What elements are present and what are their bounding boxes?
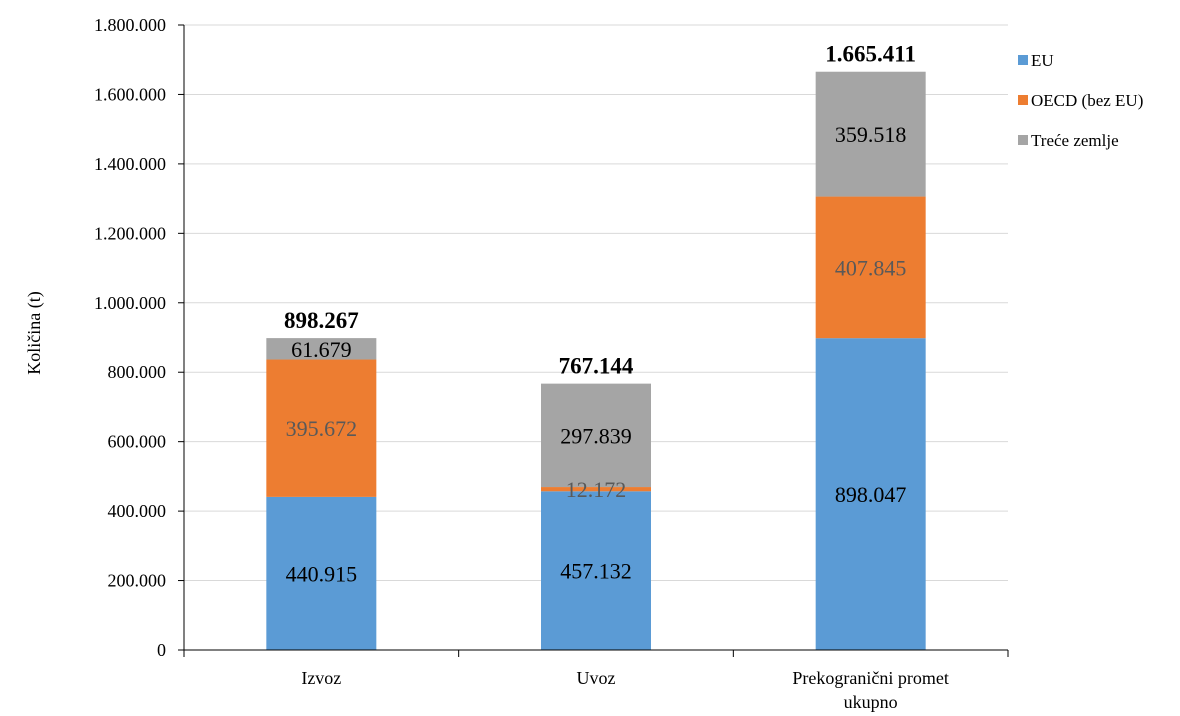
- x-tick-label: Uvoz: [577, 668, 616, 688]
- data-label: 440.915: [286, 561, 358, 586]
- legend-label: OECD (bez EU): [1031, 91, 1143, 110]
- x-tick-label: Prekogranični promet: [792, 668, 948, 688]
- legend-label: Treće zemlje: [1031, 131, 1119, 150]
- bar-segment: [541, 491, 651, 650]
- y-tick-label: 1.200.000: [94, 223, 166, 243]
- y-tick-label: 1.400.000: [94, 154, 166, 174]
- bar-segment: [266, 496, 377, 650]
- total-label: 1.665.411: [825, 42, 916, 67]
- data-label: 407.845: [835, 255, 907, 280]
- x-tick-label: Izvoz: [301, 668, 341, 688]
- x-tick-label: ukupno: [844, 692, 898, 712]
- total-label: 767.144: [559, 354, 634, 379]
- legend-swatch: [1018, 95, 1028, 105]
- total-label: 898.267: [284, 308, 359, 333]
- data-label: 898.047: [835, 482, 907, 507]
- data-label: 457.132: [560, 559, 632, 584]
- data-label: 61.679: [291, 337, 352, 362]
- y-tick-label: 1.800.000: [94, 15, 166, 35]
- data-label: 359.518: [835, 122, 907, 147]
- y-axis-title: Količina (t): [24, 291, 45, 374]
- bar-segment: [541, 487, 651, 492]
- y-tick-label: 0: [157, 640, 166, 660]
- legend-swatch: [1018, 55, 1028, 65]
- y-tick-label: 400.000: [108, 501, 167, 521]
- y-tick-label: 200.000: [108, 571, 167, 591]
- legend-swatch: [1018, 135, 1028, 145]
- y-tick-label: 1.600.000: [94, 84, 166, 104]
- bar-segment: [266, 359, 377, 497]
- bar-segment: [541, 383, 651, 488]
- y-tick-label: 600.000: [108, 432, 167, 452]
- data-label: 395.672: [286, 416, 358, 441]
- bar-segment: [815, 71, 926, 197]
- data-label: 12.172: [566, 477, 627, 502]
- bar-segment: [815, 338, 926, 650]
- bar-segment: [266, 338, 377, 360]
- bar-segment: [815, 196, 926, 339]
- data-label: 297.839: [560, 423, 632, 448]
- legend-label: EU: [1031, 51, 1054, 70]
- y-tick-label: 800.000: [108, 362, 167, 382]
- y-tick-label: 1.000.000: [94, 293, 166, 313]
